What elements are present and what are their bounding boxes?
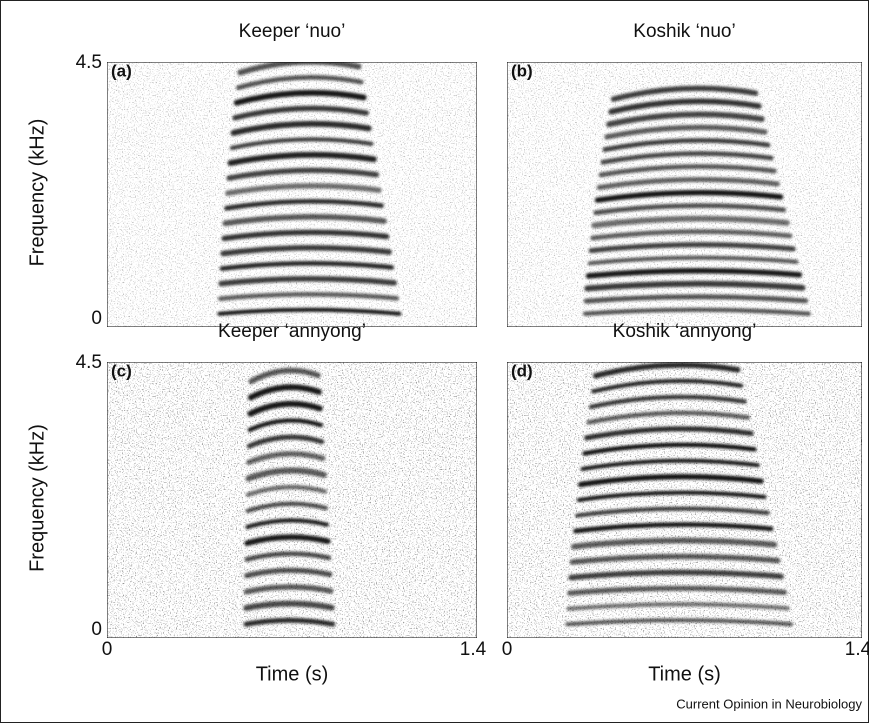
x-tick-label: 0 xyxy=(102,639,113,660)
y-axis-label: Frequency (kHz) xyxy=(26,119,48,267)
spectrogram xyxy=(507,62,862,327)
panel-label: (b) xyxy=(511,61,533,80)
panel-title: Keeper ‘nuo’ xyxy=(239,21,346,42)
spectrogram xyxy=(107,62,477,327)
panel-label: (d) xyxy=(511,361,533,380)
x-tick-label: 1.4 xyxy=(845,639,869,660)
source: Current Opinion in Neurobiology xyxy=(676,696,862,711)
figure: Keeper ‘nuo’ (a) Koshik ‘nuo’ (b) Keeper ‘an… xyxy=(0,0,869,723)
y-tick-label: 0 xyxy=(91,619,102,640)
spectrogram xyxy=(107,362,477,638)
y-axis-label: Frequency (kHz) xyxy=(26,424,48,572)
panel-title: Koshik ‘annyong’ xyxy=(613,321,757,342)
x-tick-label: 0 xyxy=(502,639,513,660)
panel-title: Keeper ‘annyong’ xyxy=(218,321,366,342)
spectrogram xyxy=(507,362,862,638)
spectrogram-noise xyxy=(507,362,862,638)
x-tick-label: 1.4 xyxy=(460,639,487,660)
y-tick-label: 0 xyxy=(91,308,102,329)
panel-label: (c) xyxy=(111,361,132,380)
x-axis-label: Time (s) xyxy=(648,663,721,685)
spectrogram-noise xyxy=(107,62,477,327)
panels: Keeper ‘nuo’ (a) Koshik ‘nuo’ (b) Keeper ‘an… xyxy=(26,21,869,685)
panel-label: (a) xyxy=(111,61,132,80)
y-tick-label: 4.5 xyxy=(76,352,102,373)
x-axis-label: Time (s) xyxy=(256,663,329,685)
y-tick-label: 4.5 xyxy=(76,52,102,73)
panel-title: Koshik ‘nuo’ xyxy=(633,21,735,42)
